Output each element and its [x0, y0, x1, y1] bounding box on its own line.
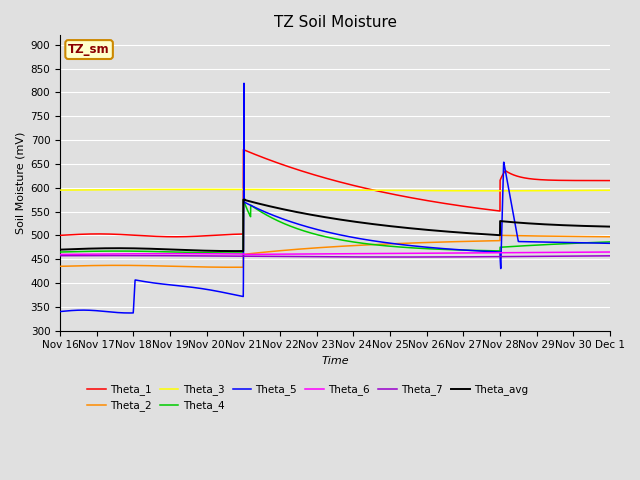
Theta_5: [490, 249, 498, 254]
Theta_1: [157, 234, 165, 240]
Theta_5: [516, 239, 524, 244]
Theta_7: [507, 253, 515, 259]
Line: Theta_avg: Theta_avg: [60, 200, 640, 251]
Theta_6: [490, 250, 497, 256]
Theta_2: [447, 239, 455, 245]
Theta_4: [507, 244, 515, 250]
Theta_1: [507, 171, 515, 177]
Theta_avg: [507, 219, 515, 225]
Theta_5: [125, 310, 133, 316]
Theta_2: [496, 232, 504, 238]
Theta_4: [490, 248, 498, 253]
Theta_5: [157, 281, 165, 287]
Theta_6: [436, 250, 444, 256]
Theta_avg: [157, 246, 165, 252]
Theta_4: [516, 243, 524, 249]
Theta_avg: [56, 247, 64, 252]
Theta_7: [490, 254, 498, 260]
Line: Theta_2: Theta_2: [60, 235, 640, 267]
Theta_avg: [436, 228, 444, 234]
Theta_7: [157, 253, 165, 259]
Theta_2: [56, 264, 64, 269]
Line: Theta_1: Theta_1: [60, 150, 640, 237]
Theta_2: [516, 233, 524, 239]
Theta_4: [56, 249, 64, 255]
Theta_6: [157, 251, 165, 257]
Theta_5: [507, 198, 515, 204]
Theta_3: [447, 188, 455, 193]
Theta_avg: [229, 248, 237, 254]
Theta_4: [157, 249, 165, 254]
Theta_4: [239, 197, 247, 203]
Theta_3: [488, 188, 496, 194]
Theta_avg: [516, 220, 524, 226]
Line: Theta_5: Theta_5: [60, 83, 640, 313]
Theta_6: [447, 250, 455, 256]
Theta_5: [56, 309, 64, 314]
Theta_1: [436, 200, 444, 205]
Title: TZ Soil Moisture: TZ Soil Moisture: [273, 15, 397, 30]
Theta_3: [157, 187, 165, 192]
Theta_1: [56, 232, 64, 238]
Theta_5: [448, 246, 456, 252]
Theta_1: [490, 207, 498, 213]
Theta_7: [436, 254, 444, 260]
Theta_avg: [490, 232, 498, 238]
Theta_1: [172, 234, 179, 240]
Legend: Theta_1, Theta_2, Theta_3, Theta_4, Theta_5, Theta_6, Theta_7, Theta_avg: Theta_1, Theta_2, Theta_3, Theta_4, Thet…: [83, 380, 532, 416]
Theta_4: [229, 250, 237, 256]
Text: TZ_sm: TZ_sm: [68, 43, 110, 56]
Theta_6: [56, 252, 64, 257]
Theta_5: [436, 245, 444, 251]
Line: Theta_7: Theta_7: [60, 255, 640, 257]
Theta_1: [239, 147, 247, 153]
Theta_3: [200, 187, 208, 192]
Theta_avg: [239, 197, 247, 203]
Theta_6: [507, 250, 515, 255]
Theta_4: [448, 247, 456, 252]
Theta_1: [448, 202, 456, 207]
Theta_2: [229, 264, 237, 270]
Theta_2: [507, 233, 515, 239]
Theta_7: [397, 254, 404, 260]
Theta_7: [448, 254, 456, 260]
Theta_6: [606, 249, 614, 255]
Theta_3: [507, 188, 515, 194]
Theta_6: [516, 250, 524, 255]
Theta_2: [157, 263, 165, 269]
Theta_7: [56, 253, 64, 259]
Theta_1: [516, 174, 524, 180]
X-axis label: Time: Time: [321, 356, 349, 366]
Theta_3: [436, 188, 444, 193]
Line: Theta_4: Theta_4: [60, 200, 640, 253]
Theta_3: [516, 188, 524, 193]
Line: Theta_3: Theta_3: [60, 190, 640, 191]
Theta_avg: [448, 229, 456, 235]
Theta_5: [240, 80, 248, 86]
Theta_4: [436, 246, 444, 252]
Theta_7: [108, 252, 116, 258]
Theta_3: [490, 188, 498, 194]
Theta_7: [516, 253, 524, 259]
Y-axis label: Soil Moisture (mV): Soil Moisture (mV): [15, 132, 25, 234]
Theta_3: [56, 187, 64, 193]
Line: Theta_6: Theta_6: [60, 252, 640, 254]
Theta_2: [490, 238, 497, 244]
Theta_2: [436, 239, 444, 245]
